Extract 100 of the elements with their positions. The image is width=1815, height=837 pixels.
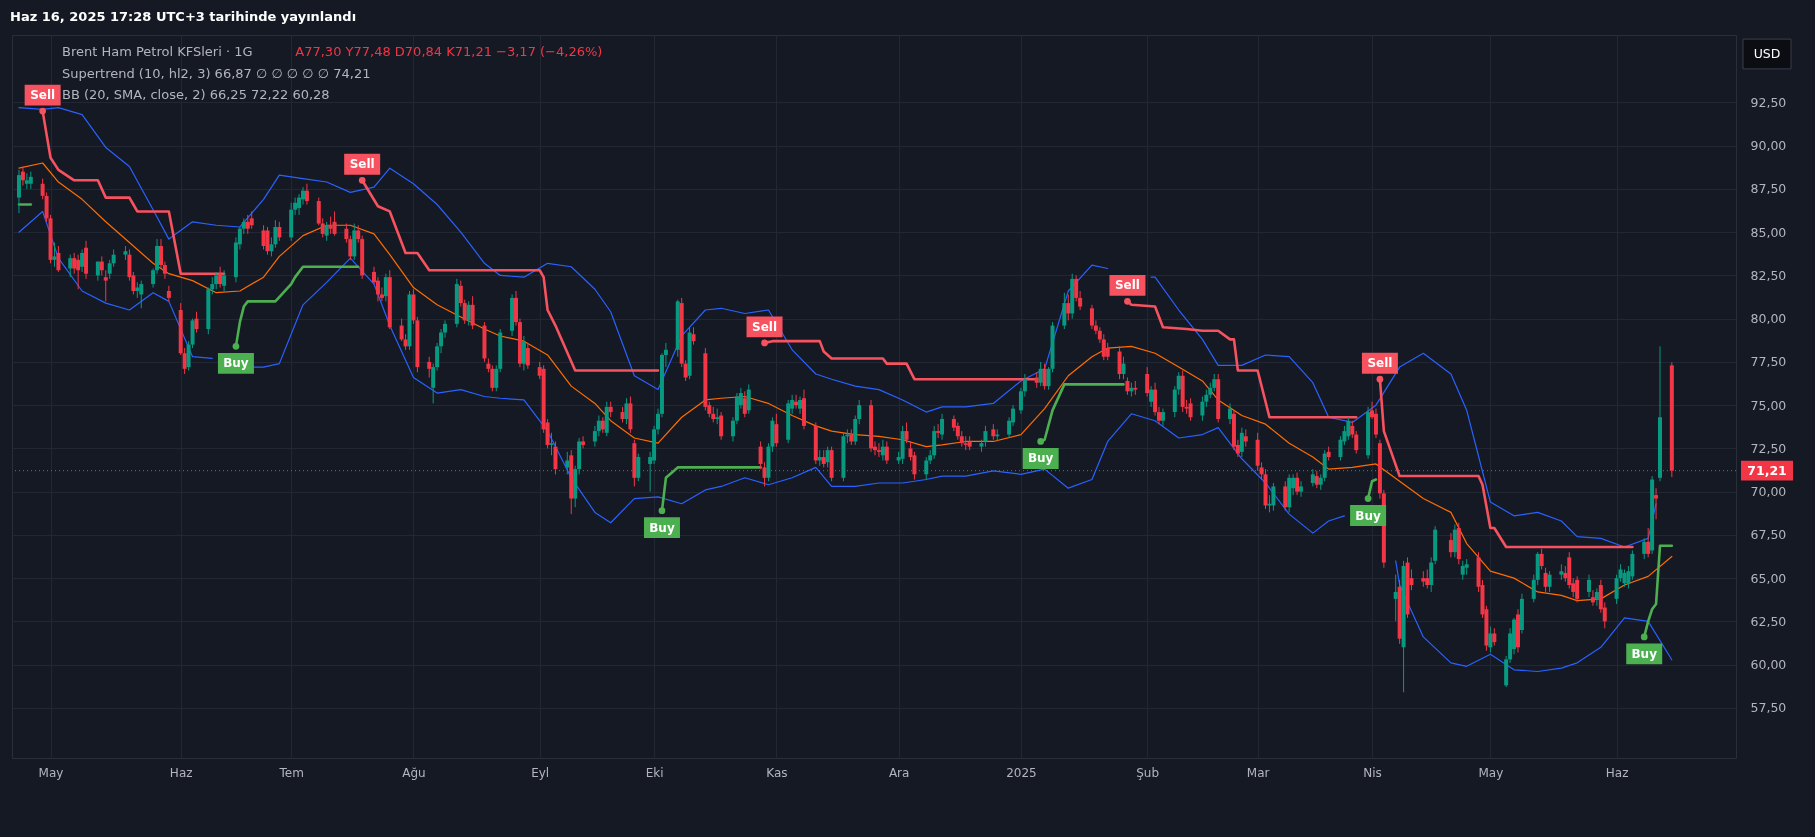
candlestick: [798, 396, 803, 415]
candlestick: [99, 255, 104, 276]
y-tick-label: 92,50: [1750, 94, 1787, 110]
candlestick: [222, 269, 227, 292]
candlestick: [1642, 537, 1647, 560]
candlestick: [1042, 363, 1047, 391]
point: [761, 339, 768, 347]
candlestick: [52, 242, 57, 268]
candlestick: [68, 254, 73, 278]
annotation: Buy: [1631, 646, 1658, 661]
candlestick: [565, 451, 570, 475]
y-tick-label: 60,00: [1750, 657, 1787, 673]
candlestick: [884, 440, 889, 465]
text: Brent Ham Petrol KFSleri · 1G: [62, 44, 253, 59]
y-tick-label: 75,00: [1750, 397, 1787, 413]
candlestick: [1448, 532, 1453, 558]
y-tick-label: 87,50: [1750, 181, 1787, 197]
candlestick: [1066, 293, 1071, 321]
x-tick-label: Eyl: [531, 765, 550, 780]
y-tick-label: 80,00: [1750, 311, 1787, 327]
candlestick: [194, 311, 199, 333]
candlestick: [1590, 589, 1595, 607]
candlestick: [1101, 333, 1106, 361]
text: USD: [1753, 46, 1781, 61]
x-tick-label: Kas: [766, 765, 788, 780]
x-tick-label: Nis: [1363, 765, 1382, 780]
candlestick: [553, 440, 558, 475]
candlestick: [265, 226, 270, 256]
candlestick: [1271, 482, 1276, 512]
candlestick: [636, 453, 641, 482]
annotation: Buy: [223, 356, 249, 371]
annotation: Sell: [1367, 356, 1393, 371]
candlestick: [1425, 568, 1430, 589]
candlestick: [1654, 487, 1659, 520]
candlestick: [1310, 468, 1315, 487]
x-tick-label: Haz: [1605, 765, 1629, 780]
candlestick: [80, 248, 85, 273]
x-tick-label: 2025: [1006, 765, 1037, 780]
candlestick: [1338, 435, 1343, 461]
y-tick-label: 67,50: [1750, 527, 1787, 543]
candlestick: [324, 221, 329, 242]
x-tick-label: Eki: [645, 765, 664, 780]
annotation: Supertrend (10, hl2, 3) 66,87 ∅ ∅ ∅ ∅ ∅ 74,21: [62, 66, 371, 81]
annotation: BB (20, SMA, close, 2) 66,25 72,22 60,28: [62, 87, 330, 102]
x-tick-label: Ağu: [402, 765, 426, 780]
annotation: Buy: [649, 520, 675, 535]
y-tick-label: 82,50: [1750, 267, 1787, 283]
candlestick: [24, 172, 29, 190]
candlestick: [1295, 472, 1300, 496]
x-tick-label: May: [38, 765, 64, 780]
y-tick-label: 57,50: [1750, 700, 1787, 716]
candlestick: [940, 413, 945, 441]
candlestick: [1062, 292, 1067, 330]
candlestick: [924, 456, 929, 481]
text: Haz 16, 2025 17:28 UTC+3 tarihinde yayınlandı: [10, 9, 357, 24]
y-tick-label: 77,50: [1750, 354, 1787, 370]
candlestick: [1283, 480, 1288, 512]
x-tick-label: Mar: [1246, 765, 1270, 780]
candlestick: [983, 425, 988, 448]
x-tick-label: Ara: [888, 765, 910, 780]
candlestick: [1586, 574, 1591, 598]
candlestick: [746, 383, 751, 415]
x-tick-label: Tem: [278, 765, 304, 780]
candlestick: [16, 169, 21, 214]
annotation: A77,30 Y77,48 D70,84 K71,21 −3,17 (−4,26%): [295, 44, 603, 59]
candlestick: [56, 245, 61, 273]
candlestick: [1539, 548, 1544, 570]
candlestick: [581, 435, 586, 449]
candlestick: [1299, 480, 1304, 498]
annotation: Sell: [752, 319, 778, 334]
annotation: Buy: [1355, 508, 1382, 523]
candlestick: [166, 285, 171, 302]
y-tick-label: 85,00: [1750, 224, 1787, 240]
point: [1376, 375, 1384, 383]
candlestick: [876, 442, 881, 458]
candlestick: [549, 432, 554, 456]
candlestick: [1543, 567, 1548, 593]
candlestick: [1594, 587, 1599, 607]
candlestick: [1089, 304, 1094, 330]
candlestick: [139, 280, 144, 309]
candlestick: [880, 439, 885, 461]
candlestick: [1460, 560, 1465, 581]
y-tick-label: 90,00: [1750, 138, 1787, 154]
candlestick: [1575, 575, 1580, 603]
ref-line-label: 71,21: [1747, 462, 1787, 478]
candlestick: [1452, 524, 1457, 558]
candlestick: [1646, 527, 1651, 558]
candlestick: [742, 390, 747, 418]
x-tick-label: Haz: [169, 765, 193, 780]
candlestick: [103, 269, 108, 302]
x-tick-label: Şub: [1136, 765, 1160, 780]
y-tick-label: 70,00: [1750, 484, 1787, 500]
candlestick: [1121, 356, 1126, 380]
candlestick: [218, 266, 223, 289]
y-tick-label: 65,00: [1750, 570, 1787, 586]
candlestick: [20, 165, 25, 186]
point: [39, 107, 46, 115]
y-tick-label: 72,50: [1750, 440, 1787, 456]
candlestick: [1239, 427, 1244, 458]
candlestick: [1117, 345, 1122, 380]
